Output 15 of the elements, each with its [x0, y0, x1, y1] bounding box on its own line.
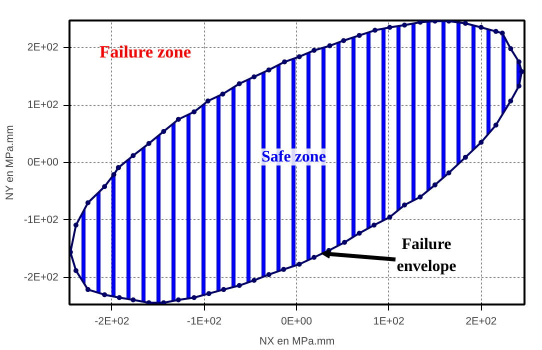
- x-axis-title: NX en MPa.mm: [259, 336, 335, 348]
- x-tick-label: -1E+02: [186, 316, 222, 328]
- x-tick-label: 0E+00: [280, 316, 312, 328]
- x-tick-label: -2E+02: [94, 316, 130, 328]
- y-tick-label: -1E+02: [24, 214, 59, 226]
- y-axis-title: NY en MPa.mm: [4, 124, 16, 200]
- annotation: Failure zone: [100, 42, 192, 62]
- x-tick-label: 1E+02: [373, 316, 404, 328]
- x-tick-label: 2E+02: [466, 316, 497, 328]
- annotation: Safe zone: [262, 148, 326, 166]
- annotation: Failure envelope: [396, 236, 456, 275]
- y-tick-label: -2E+02: [24, 271, 59, 284]
- y-tick-label: 2E+02: [27, 42, 59, 54]
- y-tick-label: 1E+02: [27, 99, 59, 112]
- y-tick-label: 0E+00: [27, 156, 59, 168]
